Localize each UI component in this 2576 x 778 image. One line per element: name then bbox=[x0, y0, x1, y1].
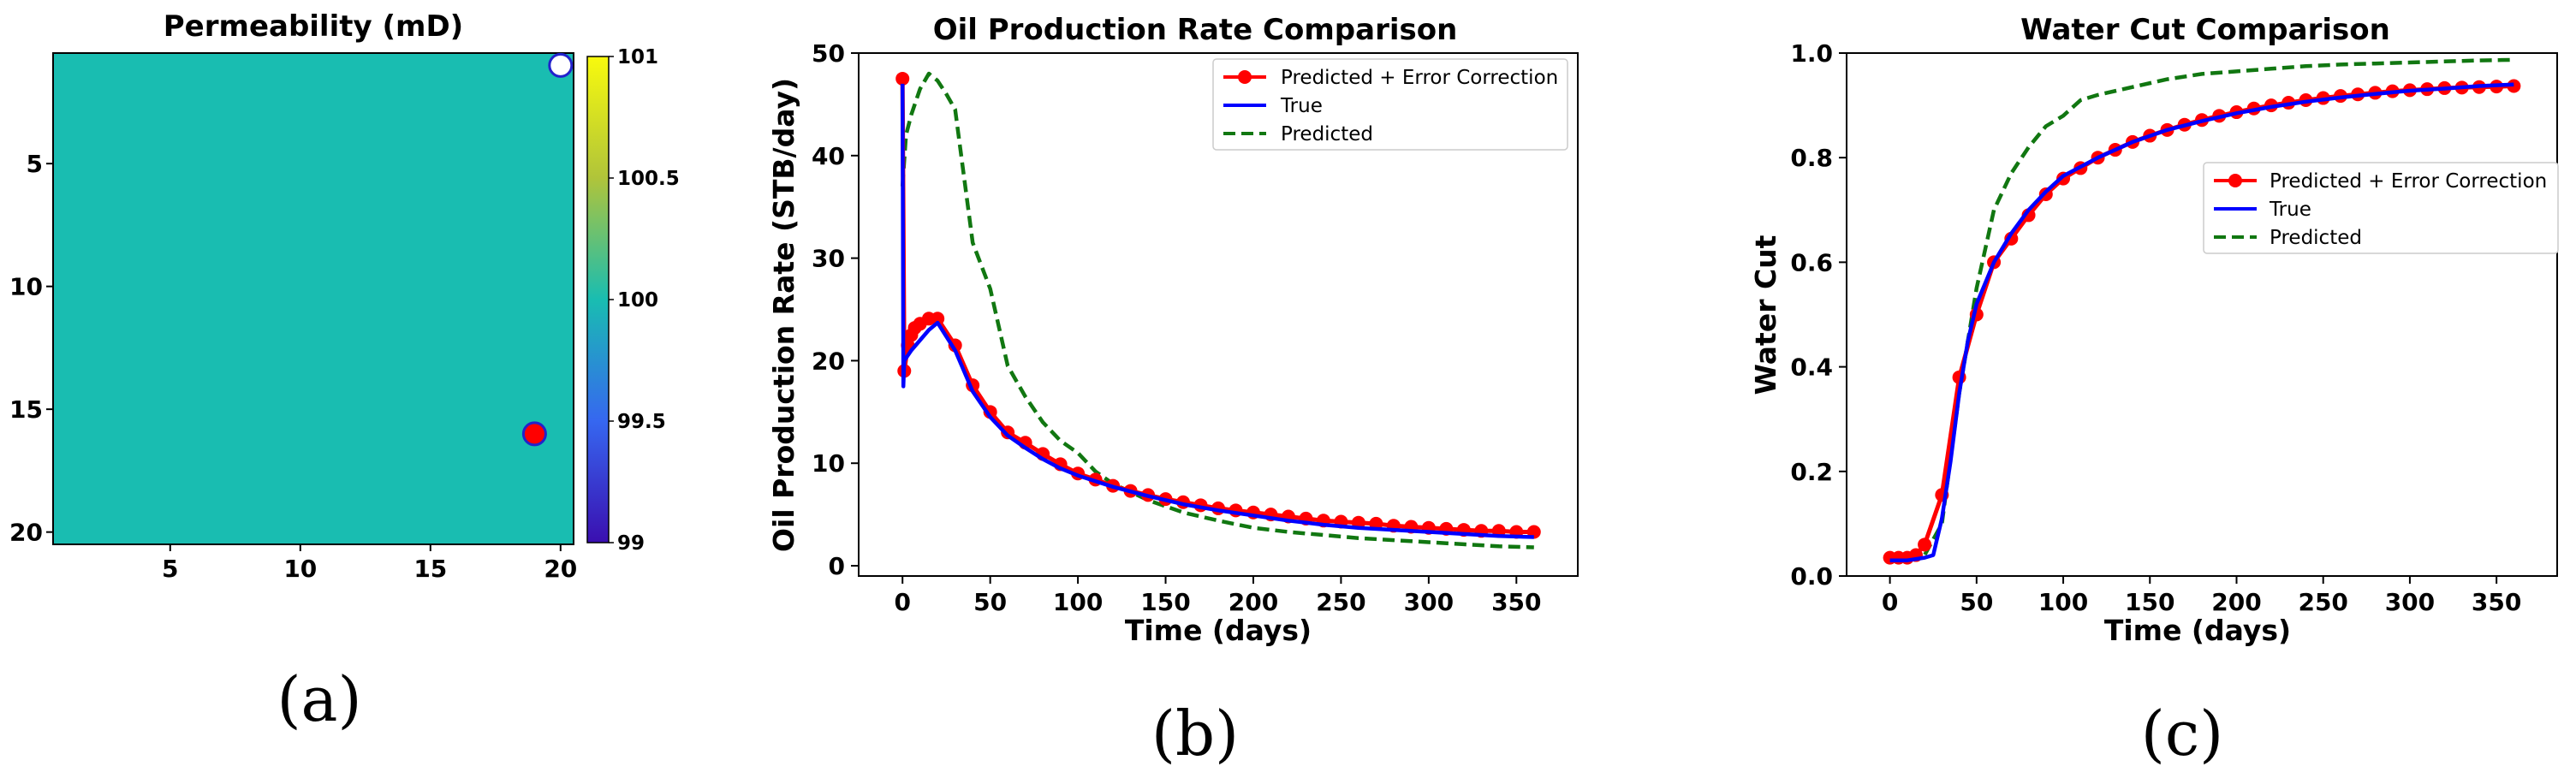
colorbar-tick-label: 100.5 bbox=[617, 168, 680, 190]
x-tick-label: 300 bbox=[1404, 588, 1454, 616]
water-cut-legend: Predicted + Error Correction True Predic… bbox=[2203, 162, 2559, 254]
data-point bbox=[1918, 537, 1932, 552]
y-tick-label: 0 bbox=[829, 552, 845, 580]
x-tick-label: 100 bbox=[1053, 588, 1103, 616]
water-cut-title: Water Cut Comparison bbox=[2020, 13, 2390, 47]
legend-label-predicted: Predicted bbox=[1281, 123, 1373, 146]
oil-rate-ylabel: Oil Production Rate (STB/day) bbox=[767, 78, 800, 552]
series-line-true bbox=[1889, 82, 2514, 562]
x-tick-label: 50 bbox=[1960, 588, 1993, 616]
legend-box bbox=[1212, 58, 1568, 151]
water-cut-xlabel: Time (days) bbox=[2104, 614, 2291, 647]
heatmap-title: Permeability (mD) bbox=[164, 9, 463, 44]
heatmap-grid bbox=[52, 52, 574, 545]
y-tick-label: 0.6 bbox=[1790, 248, 1833, 276]
x-tick-label: 150 bbox=[1140, 588, 1190, 616]
water-cut-panel: Water Cut Comparison 0 50 100 150 200 250 300 3… bbox=[1749, 13, 2559, 769]
x-tick-label: 0 bbox=[1882, 588, 1898, 616]
y-tick-label: 0.2 bbox=[1790, 458, 1833, 486]
panel-label-b: (b) bbox=[1151, 698, 1239, 769]
x-tick-label: 20 bbox=[544, 555, 577, 583]
y-tick-label: 50 bbox=[812, 39, 845, 68]
x-tick-label: 5 bbox=[162, 555, 178, 583]
x-tick-label: 50 bbox=[973, 588, 1007, 616]
data-point bbox=[931, 312, 945, 326]
y-tick-label: 40 bbox=[812, 142, 845, 170]
legend-box bbox=[2203, 162, 2559, 254]
legend-marker-corrected bbox=[1238, 70, 1252, 84]
x-tick-label: 0 bbox=[894, 588, 910, 616]
y-tick-label: 0.0 bbox=[1790, 562, 1833, 591]
y-tick-label: 10 bbox=[9, 273, 43, 301]
series-line-true bbox=[900, 83, 1534, 539]
panel-label-a: (a) bbox=[277, 663, 361, 735]
y-tick-label: 5 bbox=[27, 150, 43, 178]
x-tick-label: 15 bbox=[413, 555, 447, 583]
x-tick-label: 350 bbox=[2472, 588, 2521, 616]
oil-rate-title: Oil Production Rate Comparison bbox=[933, 13, 1458, 47]
y-tick-label: 20 bbox=[812, 347, 845, 375]
x-tick-label: 100 bbox=[2038, 588, 2088, 616]
x-tick-label: 300 bbox=[2385, 588, 2435, 616]
x-tick-label: 350 bbox=[1491, 588, 1541, 616]
x-tick-label: 10 bbox=[283, 555, 317, 583]
x-tick-label: 200 bbox=[1229, 588, 1278, 616]
colorbar-tick-label: 99.5 bbox=[617, 411, 666, 433]
legend-label-true: True bbox=[2269, 199, 2311, 221]
series-line-predicted-error-correction bbox=[1889, 84, 2514, 561]
y-tick-label: 0.4 bbox=[1790, 353, 1833, 382]
colorbar-tick-label: 100 bbox=[617, 289, 658, 312]
y-tick-label: 20 bbox=[9, 519, 43, 547]
water-cut-plot-area bbox=[1846, 52, 2558, 577]
x-tick-label: 250 bbox=[1316, 588, 1365, 616]
panel-label-c: (c) bbox=[2141, 698, 2224, 769]
x-tick-label: 250 bbox=[2298, 588, 2347, 616]
legend-label-predicted: Predicted bbox=[2270, 227, 2362, 249]
legend-label-corrected: Predicted + Error Correction bbox=[1281, 67, 1558, 89]
data-point bbox=[895, 71, 910, 86]
legend-label-true: True bbox=[1280, 95, 1323, 117]
y-tick-label: 0.8 bbox=[1790, 144, 1833, 172]
colorbar-tick-label: 99 bbox=[617, 532, 645, 555]
heatmap-panel: Permeability (mD) 5 10 15 20 5 10 15 20 99 99.5… bbox=[9, 9, 680, 735]
x-tick-label: 150 bbox=[2125, 588, 2174, 616]
oil-rate-xlabel: Time (days) bbox=[1125, 614, 1312, 647]
series-line-predicted bbox=[1889, 57, 2514, 562]
colorbar bbox=[586, 56, 610, 543]
x-tick-label: 200 bbox=[2211, 588, 2261, 616]
well-marker-producer bbox=[521, 421, 547, 447]
water-cut-ylabel: Water Cut bbox=[1749, 235, 1782, 395]
oil-rate-legend: Predicted + Error Correction True Predic… bbox=[1212, 58, 1568, 151]
well-marker-injector bbox=[548, 52, 574, 78]
y-tick-label: 15 bbox=[9, 395, 43, 424]
colorbar-tick-label: 101 bbox=[617, 46, 658, 68]
legend-marker-corrected bbox=[2228, 174, 2242, 187]
series-line-predicted bbox=[900, 71, 1534, 549]
legend-label-corrected: Predicted + Error Correction bbox=[2270, 170, 2547, 193]
y-tick-label: 1.0 bbox=[1790, 39, 1833, 68]
oil-rate-panel: Oil Production Rate Comparison 0 50 100 150… bbox=[767, 13, 1579, 769]
oil-rate-plot-area bbox=[858, 52, 1579, 577]
y-tick-label: 30 bbox=[812, 245, 845, 273]
y-tick-label: 10 bbox=[812, 449, 845, 478]
